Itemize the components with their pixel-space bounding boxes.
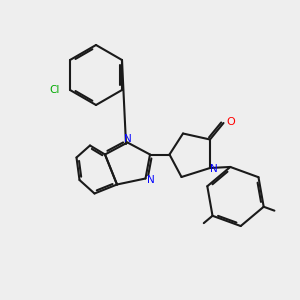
Text: N: N: [147, 175, 155, 185]
Text: N: N: [210, 164, 218, 175]
Text: O: O: [226, 116, 235, 127]
Text: Cl: Cl: [49, 85, 59, 95]
Text: N: N: [124, 134, 132, 145]
